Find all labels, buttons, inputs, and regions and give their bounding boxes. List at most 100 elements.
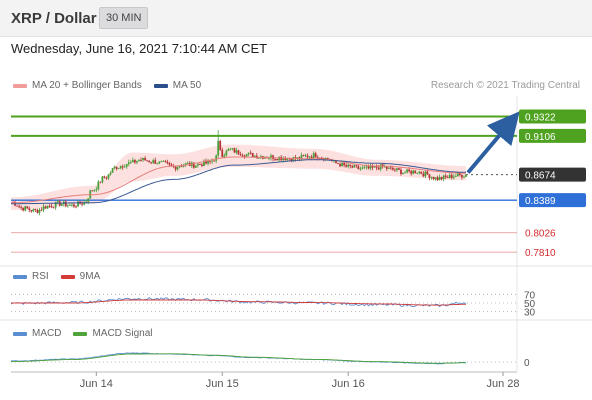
candle-body [64,201,67,207]
candle-body [253,155,256,158]
candle-body [131,159,134,163]
candle-body [400,169,402,175]
candle-body [465,174,467,177]
bollinger-band-layer [11,144,466,210]
candle-body [24,206,27,211]
candle-body [414,170,417,174]
candle-body [335,160,337,164]
candle-body [373,166,376,168]
candle-body [20,206,23,208]
ma20-bollinger-swatch [13,83,27,88]
ma50-swatch [153,83,168,88]
candle-body [209,160,211,162]
candle-body [48,206,51,207]
candle-body [357,166,360,170]
price-level-box [519,167,586,182]
candle-body [361,167,364,169]
macd-signal-swatch [73,331,88,336]
candle-body [81,203,83,205]
candle-body [251,152,254,158]
candle-body [140,159,142,161]
candle-body [410,171,413,174]
candle-body [359,168,362,170]
price-level-box [519,128,586,143]
candle-body [211,160,213,162]
timeframe-button[interactable]: 30 MIN [99,7,149,29]
candle-body [107,174,110,179]
candle-body [461,175,463,178]
candle-body [318,157,321,159]
candle-body [424,171,427,177]
ma20-line [11,156,466,204]
ma50-legend-label: MA 50 [172,80,202,91]
candle-body [36,210,39,213]
candle-body [225,150,228,156]
candle-body [422,173,425,177]
candle-body [387,167,390,169]
candle-body [341,162,343,167]
candle-body [406,169,408,173]
candle-body [99,181,102,183]
candle-body [243,155,246,157]
macd-signal-legend-label: MACD Signal [92,328,153,339]
candle-body [434,177,437,180]
price-level-box [519,193,586,208]
rsi-line [10,297,467,308]
macd-swatch [13,331,27,336]
candle-body [111,168,114,173]
candle-body [125,164,128,167]
candle-body [463,176,465,178]
price-level-label: 0.8026 [525,229,556,240]
candle-body [40,209,43,211]
candle-body [337,163,339,164]
candle-body [442,175,445,180]
candle-body [103,176,106,178]
candle-body [326,158,329,160]
candle-body [286,158,289,161]
candle-body [241,155,244,157]
candle-body [115,166,118,169]
rsi-9ma-swatch [60,274,75,279]
candle-body [205,160,207,164]
candle-body [349,164,352,167]
candle-body [101,176,104,183]
rsi-axis-label: 30 [524,308,536,319]
bollinger-band [11,144,466,210]
candle-body [454,176,457,178]
candle-body [127,162,130,165]
rsi-9ma-line [11,299,466,306]
candle-body [97,181,100,190]
candle-body [16,205,18,207]
candle-body [355,165,358,167]
rsi-axis-label: 70 [524,290,536,301]
candle-body [50,206,53,208]
candle-body [259,156,262,158]
candle-body [136,160,138,163]
candle-body [75,206,77,208]
candle-body [284,158,287,161]
pair-title: XRP / Dollar [11,10,97,27]
candle-body [201,164,203,166]
candle-body [186,163,189,164]
price-level-label: 0.8389 [525,196,556,207]
axes-layer: Jun 14 Jun 15 Jun 16 Jun 28 [0,96,592,390]
price-level-label: 0.7810 [525,248,556,259]
candle-body [389,167,392,169]
candle-body [174,166,177,170]
candle-body [347,164,350,167]
candle-body [438,177,441,180]
candle-body [46,206,49,209]
rsi-9ma-legend-label: 9MA [79,271,101,282]
candle-body [170,164,173,166]
candle-body [123,166,126,168]
candle-body [239,154,242,156]
candle-body [231,148,234,150]
candle-body [444,175,447,178]
price-legend: MA 20 + Bollinger Bands MA 50 [13,80,201,91]
ma50-line [11,159,466,205]
candle-body [314,153,317,158]
chart-header-bar: XRP / Dollar 30 MIN [0,0,592,37]
candle-body [440,177,443,180]
candle-body [134,159,136,163]
